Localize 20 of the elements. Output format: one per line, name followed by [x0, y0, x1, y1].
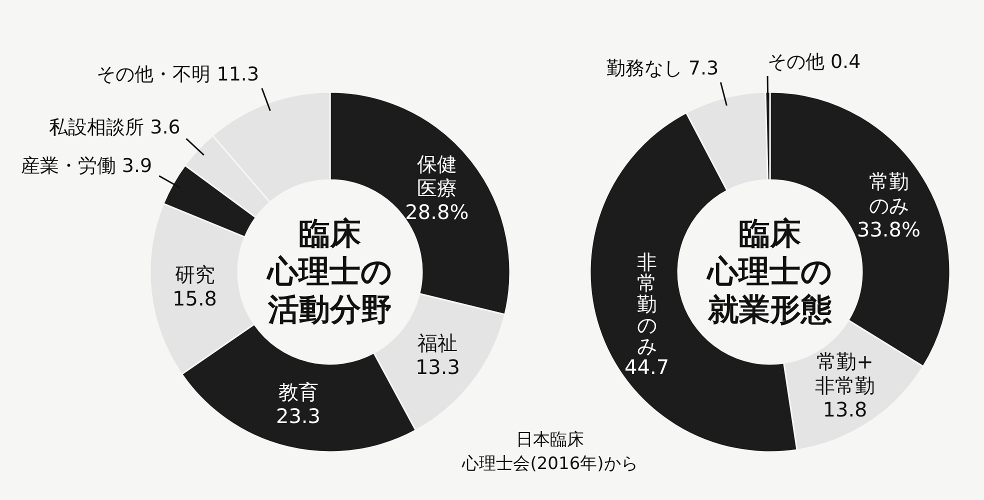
data-label: 13.3 [415, 355, 460, 380]
slice-label: 保健医療 [416, 152, 457, 200]
slice-label: 常勤+非常勤 [815, 349, 876, 398]
data-label: 23.3 [276, 404, 321, 428]
text: 日本臨床心理士会(2016年)から [461, 430, 638, 474]
data-label: 33.8% [856, 218, 921, 242]
slice-label: 研究 [174, 262, 215, 286]
text: 臨床心理士の就業形態 [706, 216, 832, 328]
data-label: 28.8% [405, 200, 469, 224]
slice-label: 常勤のみ [868, 170, 909, 218]
slice-label: 教育 [278, 380, 318, 404]
slice-label: その他 0.4 [767, 51, 861, 74]
slice-label: 産業・労働 3.9 [20, 155, 152, 178]
slice-label: 福祉 [418, 331, 458, 356]
data-label: 15.8 [172, 286, 218, 310]
slice-label: その他・不明 11.3 [96, 64, 260, 86]
slice-label: 勤務なし 7.3 [606, 58, 719, 80]
data-label: 13.8 [822, 397, 868, 422]
text: 臨床心理士の活動分野 [266, 216, 392, 328]
slice-label: 私設相談所 3.6 [49, 116, 180, 138]
